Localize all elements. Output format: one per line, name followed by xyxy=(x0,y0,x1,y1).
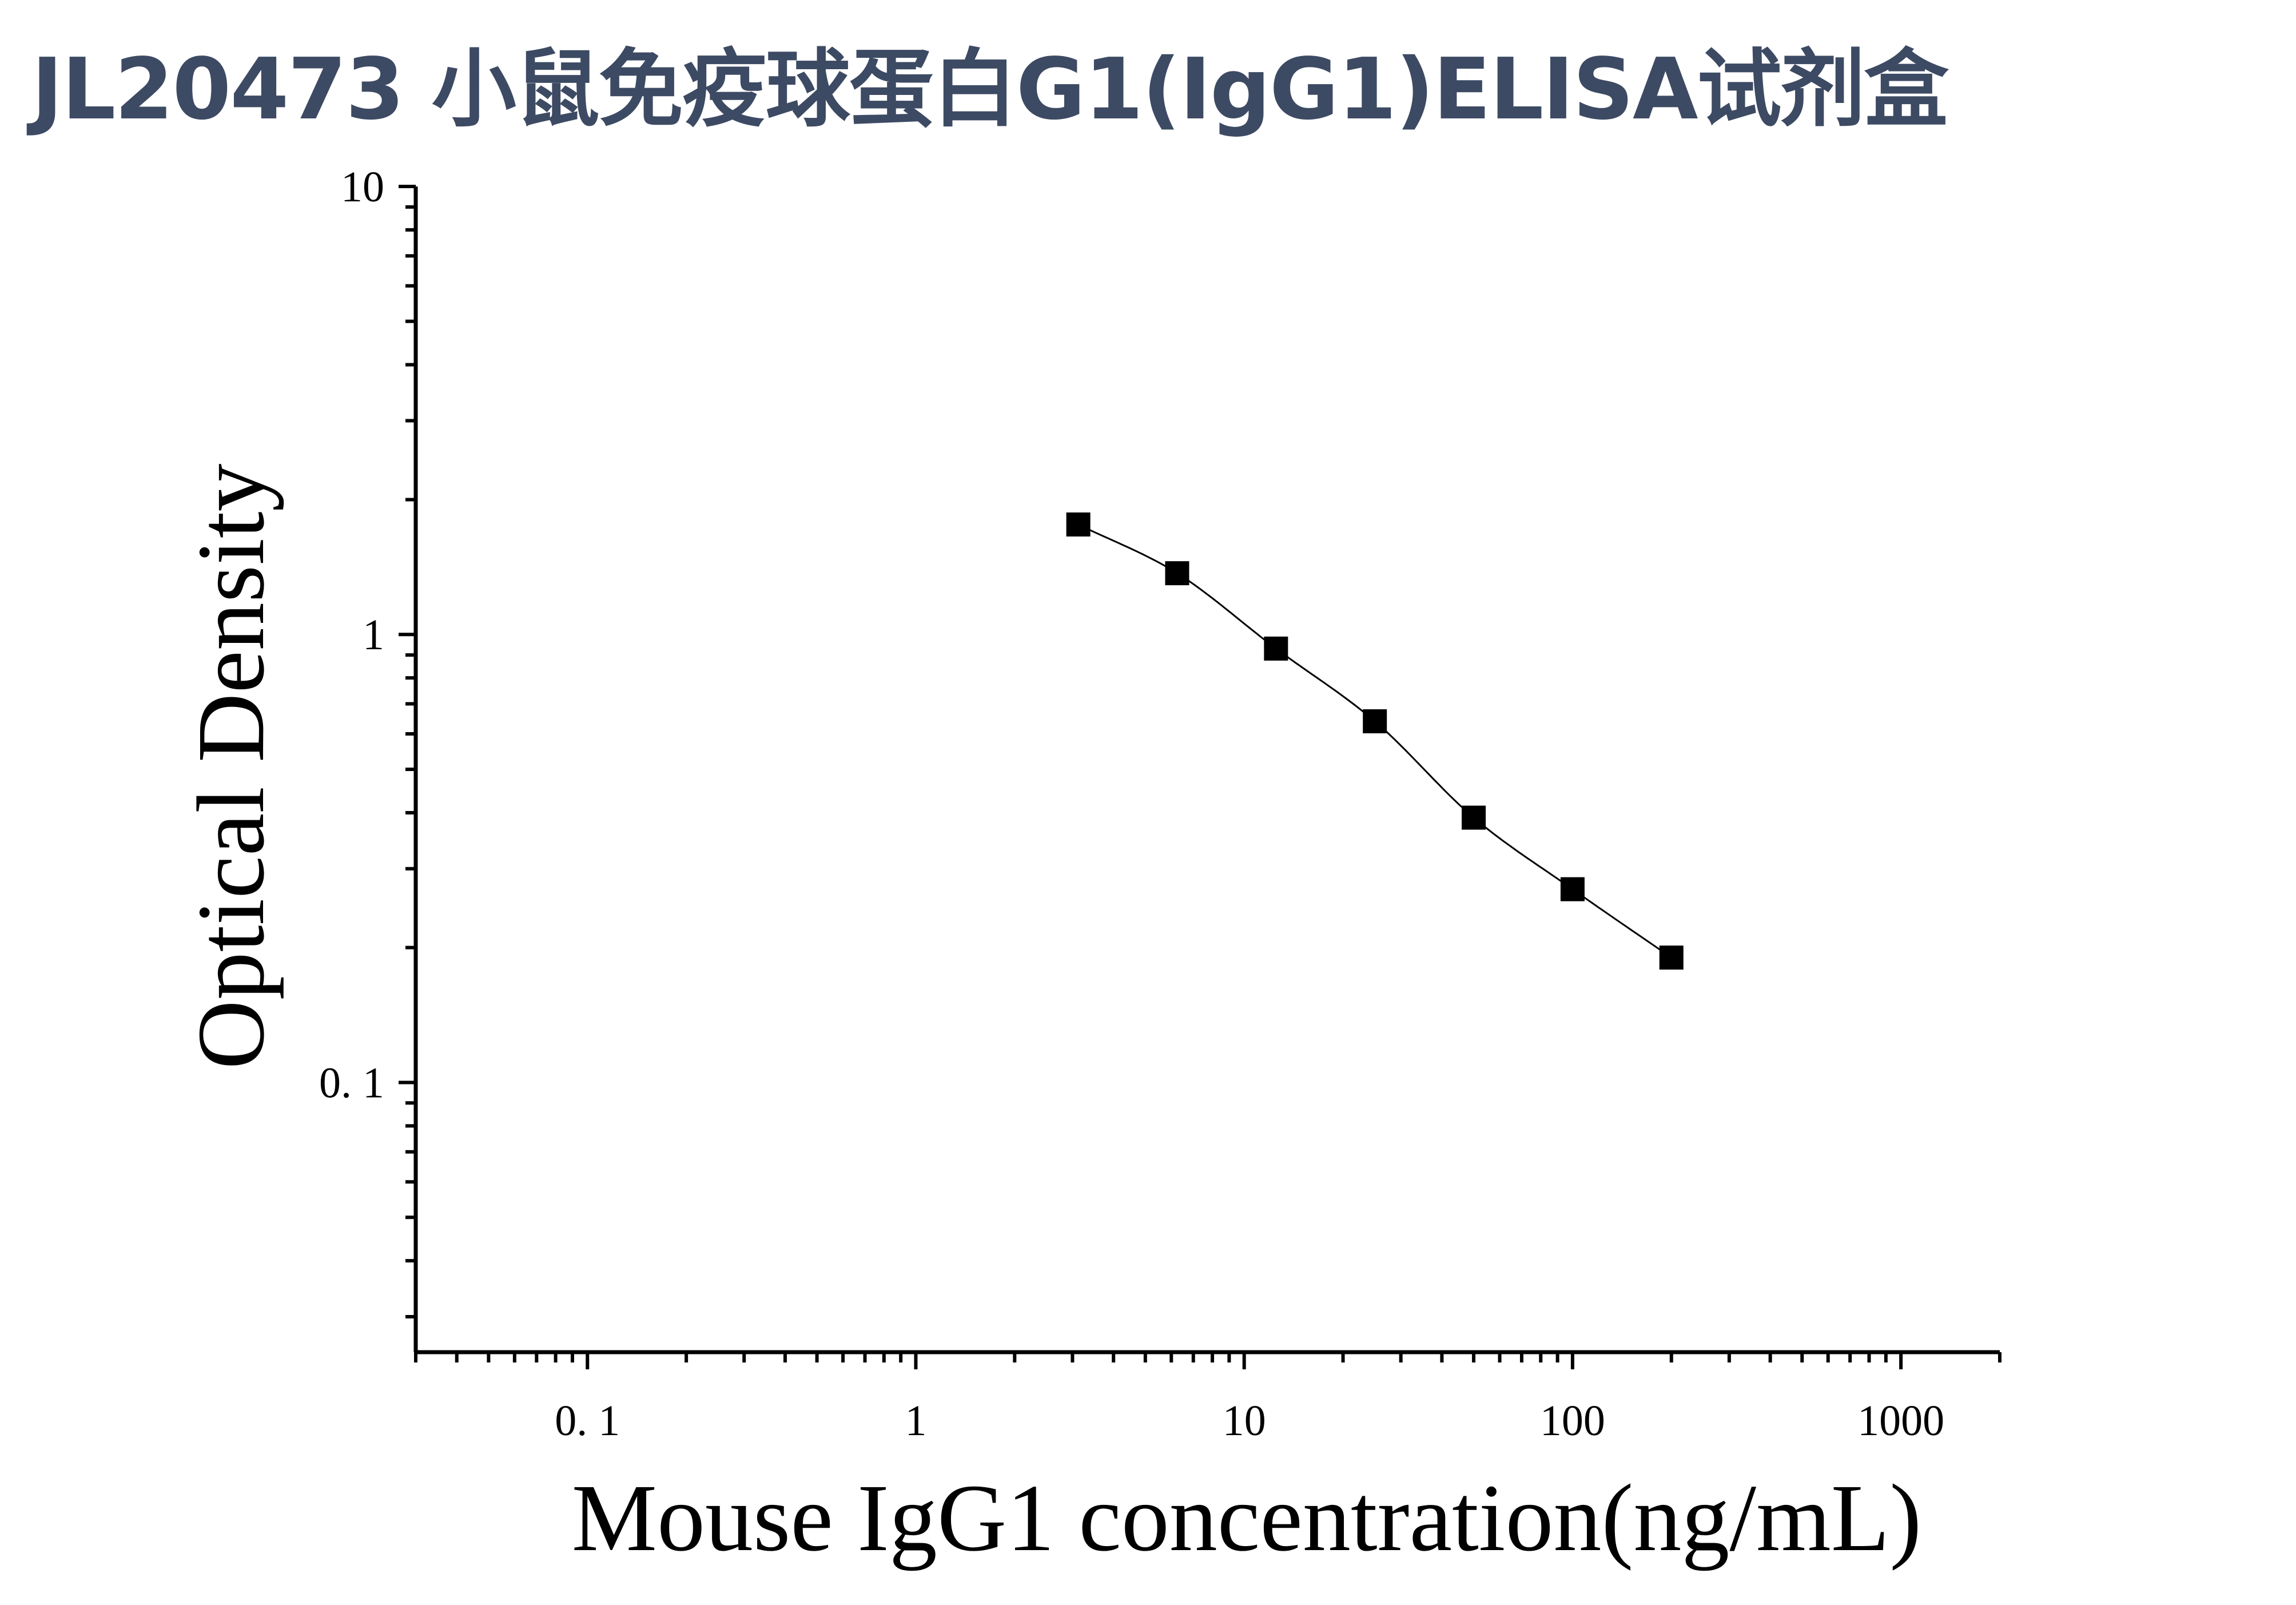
data-point xyxy=(1066,512,1091,537)
x-axis-label: Mouse IgG1 concentration(ng/mL) xyxy=(572,1465,1922,1571)
x-tick-label: 1 xyxy=(905,1397,926,1445)
chart-title: JL20473 小鼠免疫球蛋白G1(IgG1)ELISA试剂盒 xyxy=(31,40,1949,138)
y-tick-label: 10 xyxy=(341,163,384,211)
data-point xyxy=(1659,945,1684,970)
data-point xyxy=(1462,805,1486,830)
y-tick-label: 0. 1 xyxy=(319,1059,384,1107)
data-point xyxy=(1560,877,1585,901)
y-axis-ticks: 0. 1 1 10 xyxy=(319,163,416,1318)
data-point xyxy=(1165,561,1189,586)
y-axis-label: Optical Density xyxy=(178,463,284,1069)
x-axis-ticks: 0. 1 1 10 100 1000 xyxy=(414,1352,2001,1445)
data-point xyxy=(1264,636,1288,661)
x-tick-label: 1000 xyxy=(1857,1397,1944,1445)
x-tick-label: 10 xyxy=(1223,1397,1266,1445)
axes xyxy=(413,186,2000,1354)
x-tick-label: 0. 1 xyxy=(555,1397,620,1445)
y-tick-label: 1 xyxy=(363,611,384,659)
data-point xyxy=(1363,709,1387,734)
x-tick-label: 100 xyxy=(1540,1397,1605,1445)
data-points xyxy=(1066,512,1684,970)
